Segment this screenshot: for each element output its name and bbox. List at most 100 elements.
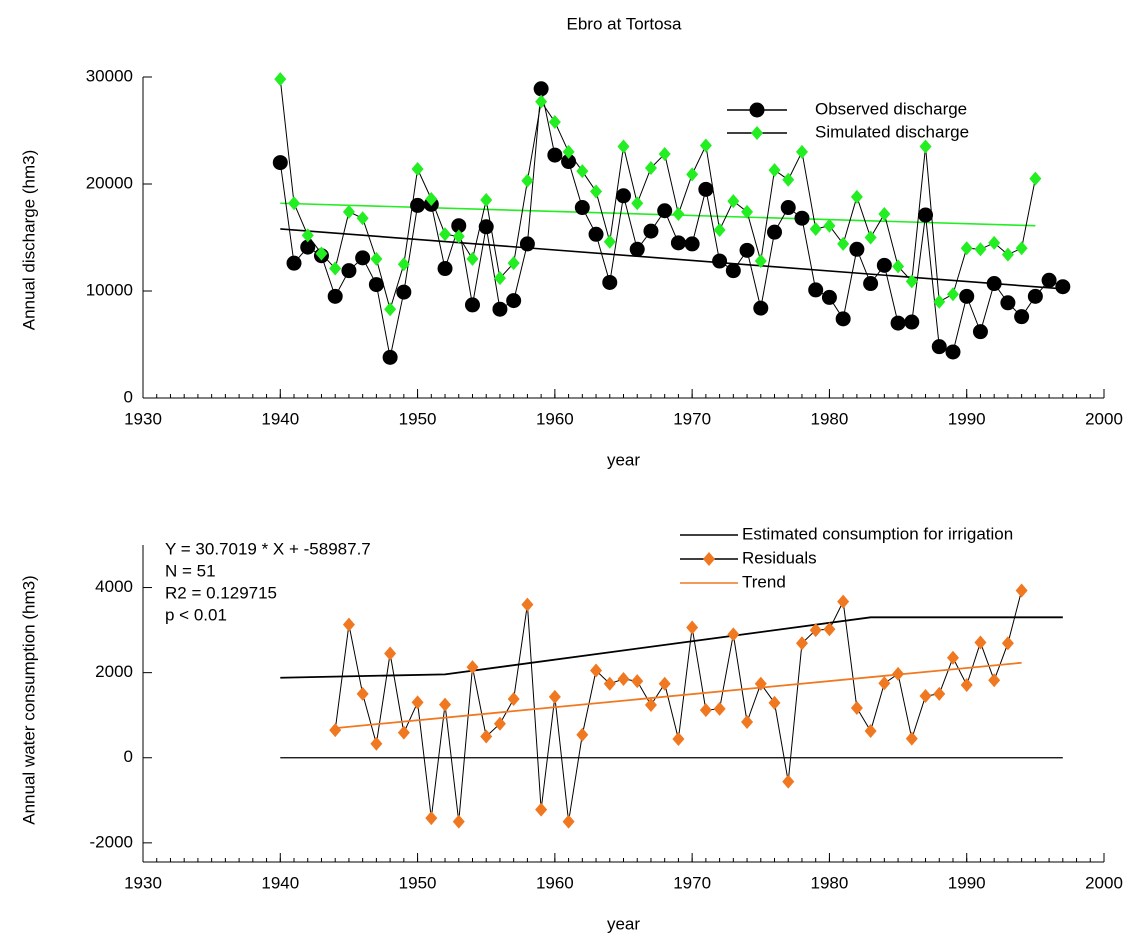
data-point [931,339,947,355]
data-point [864,723,877,738]
x-tick-label: 1930 [124,409,162,428]
x-tick-label: 1940 [261,873,299,892]
data-point [341,263,357,279]
y-tick-label: 20000 [86,173,133,192]
data-point [411,695,424,710]
data-point [356,211,369,226]
legend-label: Residuals [742,548,817,567]
trend-line [280,228,1063,290]
data-point [617,672,630,687]
data-point [795,636,808,651]
data-point [562,144,575,159]
data-point [933,686,946,701]
data-point [521,597,534,612]
data-point [986,276,1002,292]
data-point [1029,171,1042,186]
data-point [410,197,426,213]
y-tick-label: 4000 [95,577,133,596]
data-point [535,94,548,109]
data-point [452,229,465,244]
data-point [506,293,522,309]
data-point [699,703,712,718]
x-axis-title: year [607,450,640,469]
data-point [1015,241,1028,256]
y-tick-label: -2000 [90,832,133,851]
data-point [464,297,480,313]
data-point [684,236,700,252]
data-point [493,716,506,731]
data-point [603,676,616,691]
data-point [451,218,467,234]
data-point [301,228,314,243]
data-point [439,227,452,242]
data-point [315,246,328,261]
data-point [837,236,850,251]
data-point [521,173,534,188]
data-point [288,196,301,211]
data-point [959,288,975,304]
data-point [548,114,561,129]
data-point [686,167,699,182]
data-point [616,188,631,204]
data-point [425,191,438,206]
data-point [672,732,685,747]
data-point [946,287,959,302]
data-point [782,774,795,789]
x-tick-label: 1980 [811,873,849,892]
data-point [425,811,438,826]
data-point [657,203,673,219]
data-point [974,242,987,257]
data-point [905,274,918,289]
data-point [821,289,837,305]
data-point [974,635,987,650]
x-tick-label: 1960 [536,409,574,428]
data-point [631,196,644,211]
data-point [808,282,824,298]
data-point [1000,295,1016,311]
data-point [890,315,906,331]
data-point [617,139,630,154]
data-point [602,274,618,290]
data-point [1041,272,1057,288]
data-point [300,239,316,255]
x-tick-label: 1930 [124,873,162,892]
data-point [480,193,493,208]
data-point [1014,309,1030,325]
x-tick-label: 1960 [536,873,574,892]
data-point [823,622,836,637]
data-point [574,200,590,216]
legend-marker [703,552,715,566]
data-point [397,725,410,740]
data-point [945,344,961,360]
legend-marker [751,126,763,140]
trend-line [280,202,1036,227]
data-point [643,223,659,239]
legend-label: Estimated consumption for irrigation [742,524,1013,543]
data-point [972,324,988,340]
data-point [437,261,453,277]
legend-label: Simulated discharge [815,122,969,141]
x-tick-label: 1990 [948,873,986,892]
data-point [382,349,398,365]
x-tick-label: 1990 [948,409,986,428]
data-point [672,206,685,221]
annotation: p < 0.01 [165,605,227,624]
series-line [334,590,1023,822]
data-point [849,241,865,257]
data-point [1027,288,1043,304]
data-point [712,253,728,269]
data-point [396,284,412,300]
data-point [274,72,287,87]
data-point [1055,279,1071,295]
data-point [548,689,561,704]
data-point [864,230,877,245]
data-point [850,189,863,204]
data-point [892,259,905,274]
series-line [279,88,1064,358]
data-point [629,241,645,257]
data-point [960,241,973,256]
y-tick-label: 0 [124,387,133,406]
data-point [878,676,891,691]
data-point [658,676,671,691]
